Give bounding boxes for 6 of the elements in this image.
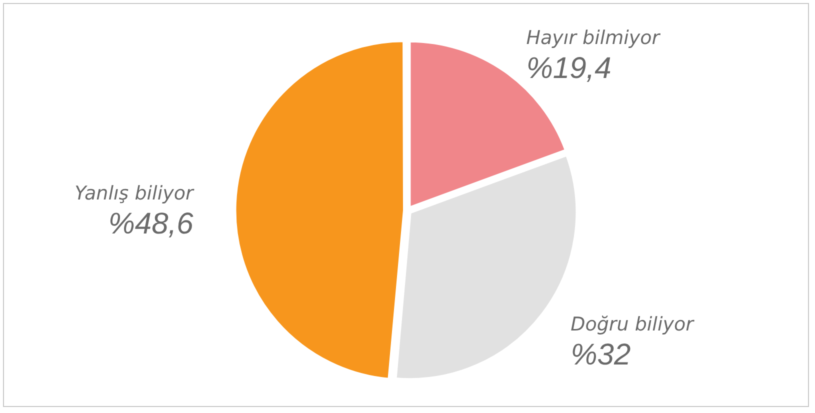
data-label: %19,4 xyxy=(526,52,612,86)
slice-label: Hayır bilmiyor xyxy=(526,27,661,50)
slice-label: Doğru biliyor xyxy=(570,313,695,336)
slice-label: Yanlış biliyor xyxy=(74,182,194,205)
data-label: %32 xyxy=(570,338,631,372)
data-label: %48,6 xyxy=(108,208,194,241)
